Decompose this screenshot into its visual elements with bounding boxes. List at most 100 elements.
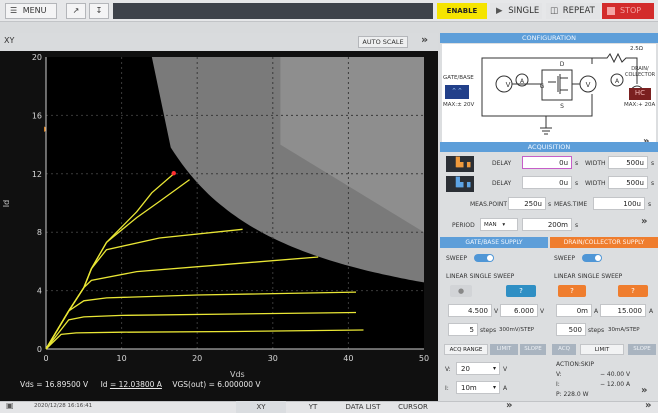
status-info-icon: ▣ [6, 401, 14, 410]
save-button[interactable]: ↧ [89, 3, 109, 19]
acquisition-pulse-icon-1: ▕▙▗ [446, 156, 474, 172]
drain-start-input[interactable]: 0m [556, 304, 592, 317]
meas-point-input[interactable]: 250u [508, 197, 546, 210]
delay-label-2: DELAY [492, 180, 512, 187]
width-input-1[interactable]: 500u [608, 156, 648, 169]
vds-readout-value: = 16.89500 V [36, 380, 89, 389]
y-tick-label: 12 [32, 170, 42, 179]
meas-time-unit: s [648, 201, 652, 208]
repeat-icon: ◫ [550, 6, 559, 16]
circuit-schematic: V A V A I D S G [481, 52, 644, 135]
single-label: SINGLE [508, 6, 540, 16]
chevron-down-icon: ▾ [502, 222, 506, 228]
stop-button[interactable]: STOP [602, 3, 654, 19]
acq-i-unit: A [503, 385, 508, 392]
drain-stop-input[interactable]: 15.000 [600, 304, 646, 317]
tab-yt[interactable]: YT [308, 403, 318, 411]
circuit-diagram[interactable]: V A V A I D S G 2.5Ω GATE/BASE ⌃⌃ MAX:± … [442, 44, 656, 152]
series-line-5 [45, 291, 357, 350]
drain-steps-input[interactable]: 500 [556, 323, 586, 336]
limit-action: ACTION:SKIP [556, 361, 594, 368]
collapse-graph-chevron-icon[interactable]: » [421, 33, 429, 46]
width-input-2[interactable]: 500u [608, 176, 648, 189]
tab-gate-slope[interactable]: SLOPE [520, 344, 546, 355]
gate-max-label: MAX:± 20V [443, 102, 475, 108]
drain-max-label: MAX:+ 20A [624, 102, 656, 108]
drain-stop-unit: A [649, 308, 654, 315]
y-tick-label: 0 [37, 345, 42, 354]
gate-base-label: GATE/BASE [443, 75, 474, 81]
meas-time-label: MEAS.TIME [554, 201, 588, 208]
chevron-down-icon: ▾ [492, 384, 496, 391]
tab-acq-range[interactable]: ACQ RANGE [444, 344, 488, 355]
tab-xy[interactable]: XY [236, 401, 286, 413]
status-expand-chevron-icon[interactable]: » [506, 400, 513, 411]
svg-text:S: S [560, 103, 564, 110]
menu-label: MENU [22, 6, 47, 15]
config-expand-chevron-icon[interactable]: » [643, 136, 649, 147]
width-label-2: WIDTH [585, 180, 606, 187]
width-unit-1: s [651, 160, 655, 167]
auto-scale-button[interactable]: AUTO SCALE [358, 36, 408, 48]
configuration-header: CONFIGURATION [440, 33, 658, 43]
x-tick-label: 30 [268, 354, 278, 363]
vgs-readout-label: VGS(out) [172, 380, 207, 389]
svg-text:V: V [586, 81, 591, 89]
tab-gate-limit[interactable]: LIMIT [490, 344, 518, 355]
delay-unit-2: s [575, 180, 579, 187]
period-input[interactable]: 200m [522, 218, 572, 231]
acq-i-value: 10m [461, 384, 477, 392]
gate-sweep-down-button[interactable]: ? [506, 285, 536, 297]
svg-text:G: G [540, 83, 545, 90]
enable-button[interactable]: ENABLE [437, 3, 487, 19]
tab-cursor[interactable]: CURSOR [398, 403, 428, 411]
single-button[interactable]: ▶ SINGLE [490, 3, 542, 19]
x-axis-title: Vds [230, 370, 245, 379]
help-icon: ? [519, 287, 523, 295]
x-tick-label: 50 [419, 354, 429, 363]
tab-drain-slope[interactable]: SLOPE [628, 344, 656, 355]
gate-base-supply-header: GATE/BASE SUPPLY [440, 237, 548, 248]
repeat-button[interactable]: ◫ REPEAT [546, 3, 600, 19]
y-tick-label: 4 [37, 287, 42, 296]
meas-point-label: MEAS.POINT [470, 201, 508, 208]
gate-stop-input[interactable]: 6.000 [500, 304, 538, 317]
period-unit: s [575, 222, 579, 229]
menu-button[interactable]: ☰ MENU [5, 3, 57, 19]
drain-collector-supply-header: DRAIN/COLLECTOR SUPPLY [550, 237, 658, 248]
limit-i-value: − 12.00 A [600, 381, 631, 388]
limit-v-value: − 40.00 V [600, 371, 631, 378]
repeat-label: REPEAT [562, 6, 595, 16]
drain-sweep-up-button[interactable]: ? [558, 285, 586, 297]
period-mode-select[interactable]: MAN ▾ [480, 218, 518, 231]
acq-i-select[interactable]: 10m ▾ [456, 381, 500, 394]
gate-sweep-toggle[interactable] [474, 254, 494, 262]
hamburger-icon: ☰ [10, 6, 18, 15]
delay-input-1[interactable]: 0u [522, 156, 572, 169]
svg-text:A: A [615, 78, 620, 85]
gate-waveform-icon: ⌃⌃ [445, 85, 469, 99]
drain-step-size: 30mA/STEP [608, 327, 640, 333]
gate-steps-input[interactable]: 5 [448, 323, 478, 336]
drain-start-unit: A [594, 308, 599, 315]
gate-start-input[interactable]: 4.500 [448, 304, 492, 317]
gate-stop-unit: V [540, 308, 545, 315]
limit-expand-chevron-icon[interactable]: » [641, 385, 648, 396]
toolbar: ☰ MENU ↗ ↧ ENABLE ▶ SINGLE ◫ REPEAT STOP [0, 0, 658, 22]
export-button[interactable]: ↗ [66, 3, 86, 19]
drain-sweep-down-button[interactable]: ? [618, 285, 648, 297]
acquisition-expand-chevron-icon[interactable]: » [641, 216, 648, 227]
acq-v-select[interactable]: 20 ▾ [456, 362, 500, 375]
drain-sweep-toggle[interactable] [582, 254, 602, 262]
tab-drain-acq[interactable]: ACQ [552, 344, 576, 355]
delay-input-2[interactable]: 0u [522, 176, 572, 189]
meas-time-input[interactable]: 100u [593, 197, 645, 210]
drain-steps-label: steps [588, 327, 605, 334]
tab-data-list[interactable]: DATA LIST [345, 403, 381, 411]
status-right-chevron-icon[interactable]: » [645, 400, 652, 411]
cursor-point [171, 171, 176, 176]
gate-sweep-up-button[interactable]: ● [450, 285, 472, 297]
limit-v-label: V: [556, 371, 562, 378]
gate-steps-label: steps [480, 327, 497, 334]
tab-drain-limit[interactable]: LIMIT [580, 344, 624, 355]
